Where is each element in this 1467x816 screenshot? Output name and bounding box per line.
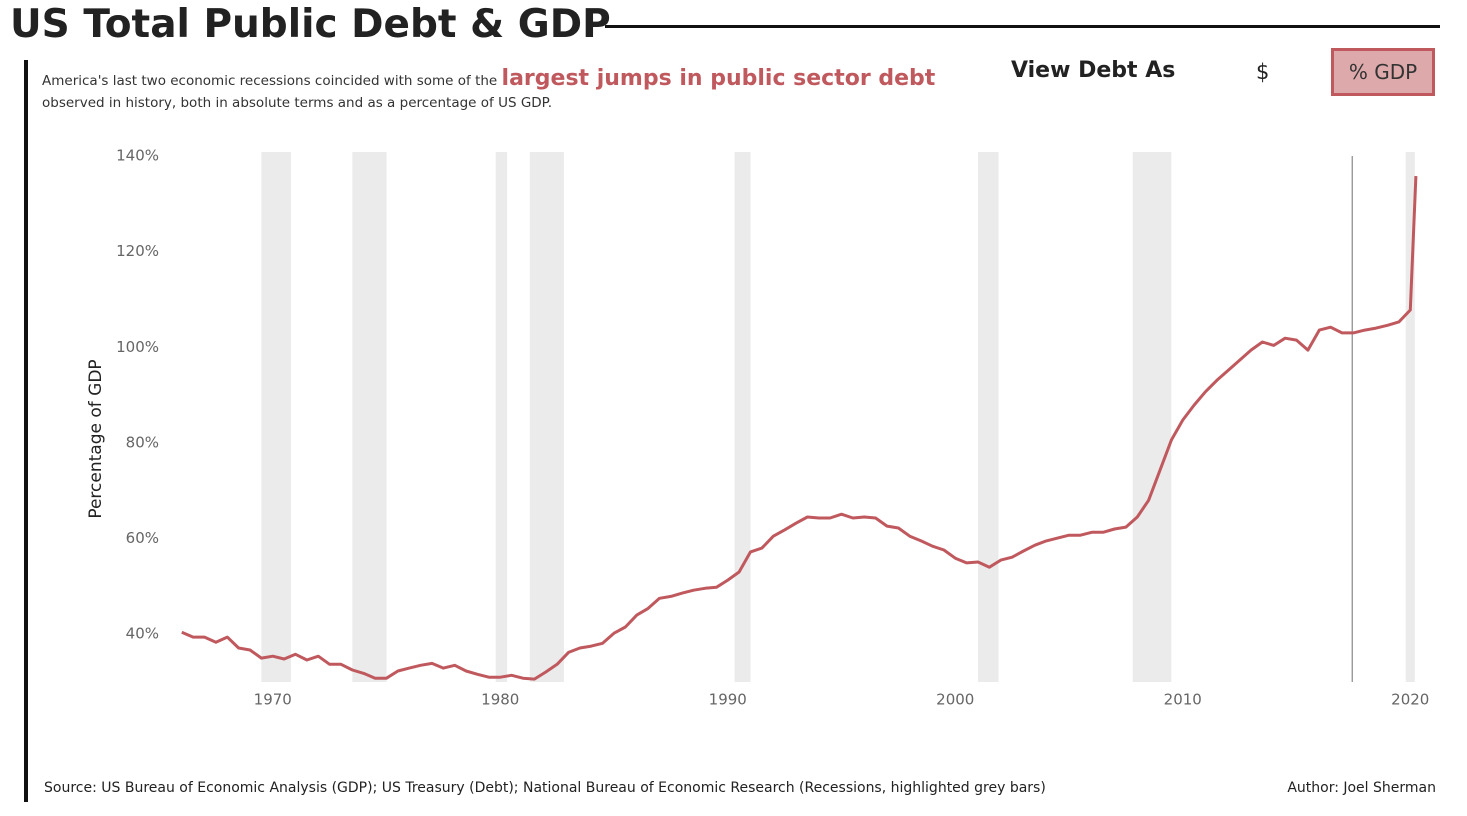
author-note: Author: Joel Sherman [1287, 780, 1436, 796]
page-title: US Total Public Debt & GDP [10, 2, 611, 47]
toggle-option-selected[interactable]: % GDP [1331, 48, 1435, 96]
x-tick-label: 2010 [1164, 691, 1202, 709]
y-tick-label: 100% [116, 338, 159, 356]
debt-line [181, 176, 1418, 681]
recession-band [734, 152, 751, 682]
x-tick-label: 1980 [481, 691, 519, 709]
subtitle-lead: America's last two economic recessions c… [42, 73, 498, 89]
recession-band [978, 152, 999, 682]
y-tick-label: 140% [116, 147, 159, 165]
subtitle: America's last two economic recessions c… [42, 68, 935, 114]
source-note: Source: US Bureau of Economic Analysis (… [44, 780, 1046, 796]
title-rule [605, 25, 1440, 28]
side-bar [24, 60, 28, 802]
y-tick-label: 40% [126, 625, 159, 643]
y-tick-label: 60% [126, 529, 159, 547]
y-tick-label: 80% [126, 433, 159, 451]
y-axis-title: Percentage of GDP [86, 359, 106, 518]
recession-band [1405, 152, 1415, 682]
recession-band [352, 152, 387, 682]
subtitle-rest: observed in history, both in absolute te… [42, 95, 553, 111]
recession-band [529, 152, 564, 682]
subtitle-highlight: largest jumps in public sector debt [501, 66, 936, 91]
toggle-option[interactable]: $ [1256, 60, 1270, 84]
recession-band [261, 152, 291, 682]
toggle-label: View Debt As [1011, 58, 1176, 83]
recession-band [495, 152, 508, 682]
y-tick-label: 120% [116, 242, 159, 260]
recession-band [1132, 152, 1172, 682]
x-tick-label: 2020 [1391, 691, 1429, 709]
x-tick-label: 1990 [709, 691, 747, 709]
x-tick-label: 2000 [936, 691, 974, 709]
x-tick-label: 1970 [254, 691, 292, 709]
